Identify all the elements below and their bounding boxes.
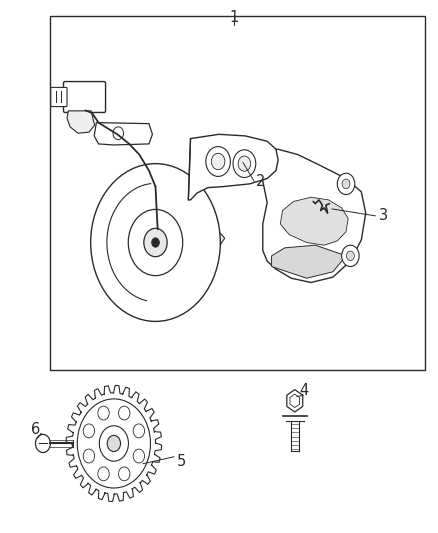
Circle shape [238, 156, 251, 171]
Polygon shape [94, 123, 152, 145]
Circle shape [128, 209, 183, 276]
Polygon shape [191, 181, 225, 248]
Circle shape [346, 251, 354, 261]
Text: 2: 2 [256, 174, 265, 189]
Polygon shape [280, 197, 348, 245]
Circle shape [113, 127, 124, 140]
Circle shape [77, 399, 151, 488]
Text: 3: 3 [379, 208, 388, 223]
Text: 6: 6 [31, 422, 41, 437]
FancyBboxPatch shape [51, 87, 67, 107]
Polygon shape [67, 111, 95, 133]
Circle shape [206, 147, 230, 176]
Polygon shape [287, 390, 303, 412]
Circle shape [98, 406, 109, 420]
Circle shape [152, 238, 159, 247]
Circle shape [83, 424, 95, 438]
Circle shape [233, 150, 256, 177]
Circle shape [83, 449, 95, 463]
Circle shape [133, 449, 145, 463]
Polygon shape [188, 134, 278, 200]
Circle shape [119, 406, 130, 420]
Circle shape [99, 426, 128, 461]
Circle shape [107, 435, 120, 451]
Bar [50, 16, 425, 370]
Circle shape [35, 434, 50, 453]
Circle shape [119, 467, 130, 481]
FancyBboxPatch shape [64, 82, 106, 112]
Circle shape [337, 173, 355, 195]
Circle shape [342, 179, 350, 189]
Text: 5: 5 [177, 454, 187, 469]
Circle shape [91, 164, 220, 321]
Circle shape [212, 154, 225, 169]
Polygon shape [272, 245, 346, 278]
Polygon shape [263, 149, 366, 282]
Text: 4: 4 [300, 383, 309, 398]
Circle shape [98, 467, 109, 481]
Circle shape [133, 424, 145, 438]
Circle shape [144, 228, 167, 257]
Text: 1: 1 [230, 10, 239, 25]
Polygon shape [66, 385, 162, 502]
Circle shape [342, 245, 359, 266]
